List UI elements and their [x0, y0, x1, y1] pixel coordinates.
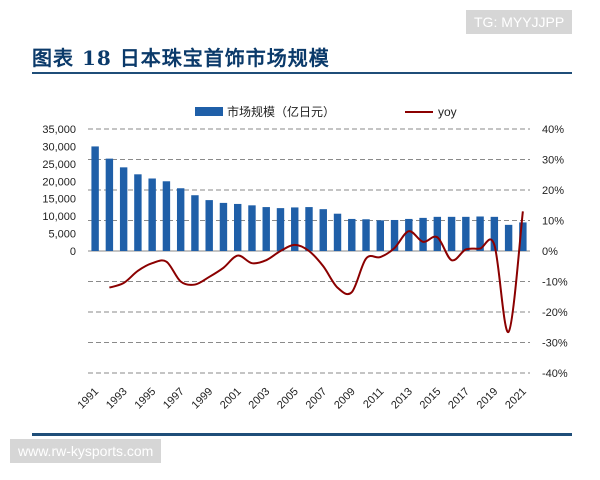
- watermark-top-right: TG: MYYJJPP: [466, 10, 573, 34]
- left-tick-label: 35,000: [42, 124, 76, 136]
- left-axis-ticks: 0 5,000 10,000 15,000 20,000 25,000 30,000 35,0…: [42, 124, 76, 258]
- bar: [276, 208, 285, 251]
- legend-bar-swatch: [195, 107, 223, 116]
- x-tick-label: 2001: [218, 386, 244, 412]
- x-tick-label: 2015: [418, 386, 444, 412]
- yoy-line-series: [109, 211, 524, 333]
- bar: [490, 216, 499, 251]
- right-tick-label: 30%: [542, 155, 564, 167]
- bar: [162, 181, 171, 251]
- bar: [248, 205, 256, 251]
- x-tick-label: 2005: [275, 386, 301, 412]
- bar: [462, 216, 470, 251]
- legend-bar-label: 市场规模（亿日元）: [227, 104, 335, 119]
- x-tick-label: 1993: [104, 386, 130, 412]
- right-tick-label: -30%: [542, 338, 568, 350]
- bar: [390, 219, 399, 251]
- bar: [305, 207, 313, 251]
- bar: [419, 217, 427, 251]
- bar: [348, 218, 356, 251]
- bar: [376, 220, 384, 251]
- bar: [119, 167, 128, 251]
- right-tick-label: 0%: [542, 246, 558, 258]
- bar: [219, 202, 228, 251]
- bar: [291, 207, 299, 251]
- legend: 市场规模（亿日元） yoy: [195, 104, 457, 119]
- chart-title: 图表 18 日本珠宝首饰市场规模: [32, 46, 330, 70]
- right-tick-label: -20%: [542, 307, 568, 319]
- left-tick-label: 25,000: [42, 159, 76, 171]
- x-tick-label: 2021: [503, 386, 529, 412]
- bar: [476, 216, 484, 251]
- bar: [319, 209, 327, 251]
- right-tick-label: -10%: [542, 277, 568, 289]
- bar: [433, 216, 442, 251]
- bar: [333, 213, 342, 251]
- bar: [519, 222, 527, 251]
- bar: [191, 195, 199, 251]
- x-axis-ticks: 1991 1993 1995 1997 1999 2001 2003 2005 2007 2009…: [75, 386, 529, 412]
- figure-title-block: 图表 18 日本珠宝首饰市场规模: [32, 42, 572, 76]
- bar: [91, 146, 99, 251]
- x-tick-label: 2009: [332, 386, 358, 412]
- right-axis-ticks: -40% -30% -20% -10% 0% 10% 20% 30% 40%: [542, 124, 568, 380]
- left-tick-label: 30,000: [42, 141, 76, 153]
- left-tick-label: 20,000: [42, 176, 76, 188]
- bar: [205, 200, 213, 251]
- left-tick-label: 0: [70, 246, 76, 258]
- bar: [176, 188, 185, 251]
- x-tick-label: 1991: [75, 386, 101, 412]
- bar: [105, 158, 114, 251]
- right-tick-label: 20%: [542, 185, 564, 197]
- bar: [447, 216, 456, 251]
- bar: [134, 174, 142, 251]
- left-tick-label: 10,000: [42, 211, 76, 223]
- x-tick-label: 2017: [446, 386, 472, 412]
- left-tick-label: 5,000: [48, 229, 76, 241]
- bar: [405, 218, 413, 251]
- watermark-bottom-left: www.rw-kysports.com: [10, 439, 162, 463]
- title-rule: [32, 72, 572, 74]
- bottom-rule: [32, 433, 572, 436]
- right-tick-label: -40%: [542, 368, 568, 380]
- x-tick-label: 2011: [361, 386, 386, 411]
- x-tick-label: 1999: [190, 386, 216, 412]
- bar: [504, 224, 513, 251]
- left-tick-label: 15,000: [42, 194, 76, 206]
- x-tick-label: 2013: [389, 386, 415, 412]
- yoy-line: [109, 211, 524, 333]
- right-tick-label: 40%: [542, 124, 564, 136]
- legend-line-label: yoy: [438, 105, 457, 119]
- x-tick-label: 2003: [247, 386, 273, 412]
- bar: [262, 207, 270, 251]
- bar-series: [91, 146, 527, 251]
- gridlines: [88, 128, 530, 374]
- bar: [148, 178, 156, 251]
- x-tick-label: 2019: [475, 386, 501, 412]
- x-tick-label: 1997: [161, 386, 187, 412]
- bar: [234, 203, 242, 251]
- right-tick-label: 10%: [542, 216, 564, 228]
- bar: [362, 219, 370, 251]
- x-tick-label: 1995: [132, 386, 158, 412]
- x-tick-label: 2007: [304, 386, 330, 412]
